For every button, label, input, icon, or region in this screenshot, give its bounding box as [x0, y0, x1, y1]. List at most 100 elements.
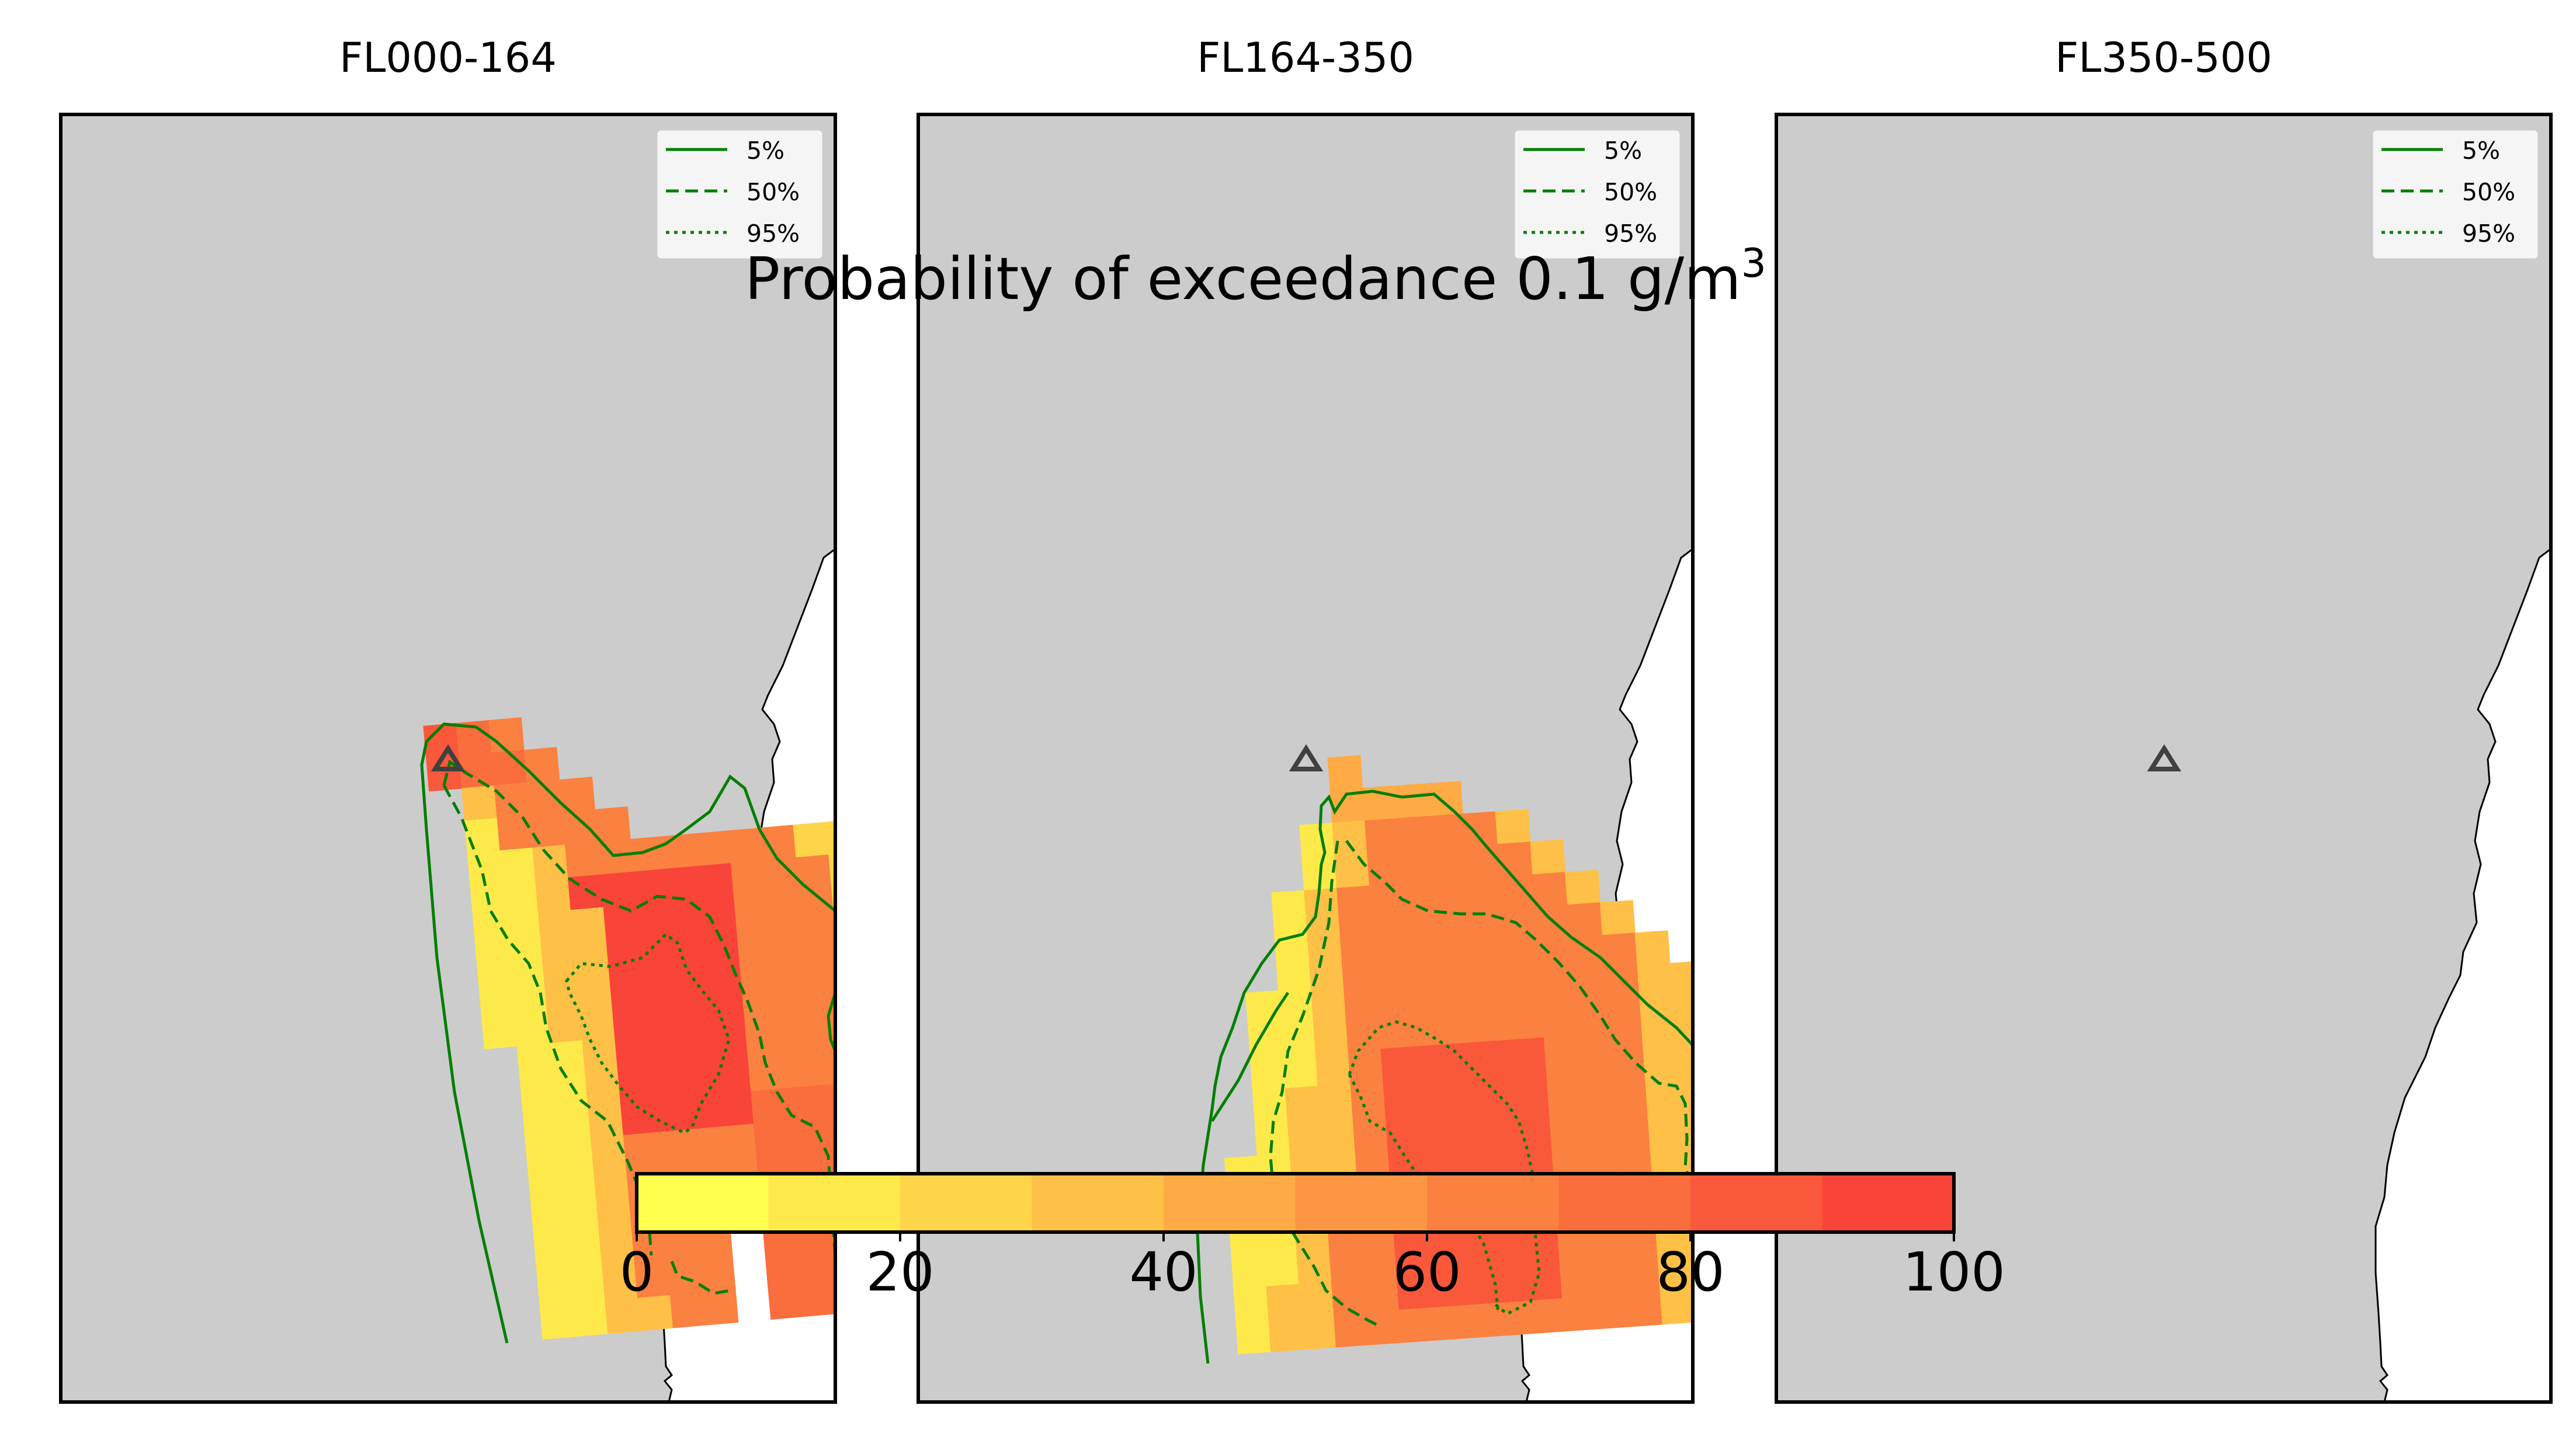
- heatmap-cell: [825, 821, 835, 855]
- heatmap-cell: [703, 928, 740, 965]
- map-panel-fl350-500: FL350-500 5% 50% 95%: [1775, 34, 2553, 1404]
- heatmap-cell: [519, 1075, 556, 1112]
- heatmap-cell: [1562, 1296, 1598, 1332]
- heatmap-cell: [1383, 1079, 1419, 1115]
- legend-3: 5% 50% 95%: [2371, 128, 2540, 260]
- heatmap-cell: [475, 948, 512, 985]
- heatmap-cell: [765, 1251, 801, 1288]
- heatmap-cell: [1578, 1065, 1615, 1101]
- heatmap-cell: [576, 972, 613, 1008]
- heatmap-cell: [536, 1271, 573, 1307]
- heatmap-cell: [1282, 1053, 1318, 1089]
- colorbar: 0 20 40 60 80 100: [620, 1172, 2005, 1303]
- heatmap-cell: [491, 750, 527, 786]
- heatmap-cell: [1464, 844, 1501, 880]
- heatmap-cell: [579, 1004, 616, 1041]
- colorbar-tick-label: 60: [1393, 1241, 1461, 1303]
- heatmap-cell: [1616, 1128, 1652, 1164]
- legend-label-50pct-2: 50%: [1604, 178, 1657, 206]
- legend-2: 5% 50% 95%: [1513, 128, 1682, 260]
- heatmap-cell: [549, 1040, 586, 1077]
- heatmap-cell: [1369, 883, 1405, 919]
- heatmap-cell: [562, 809, 598, 846]
- heatmap-cell: [609, 969, 645, 1006]
- heatmap-cell: [596, 1200, 633, 1237]
- heatmap-cell: [565, 841, 601, 878]
- heatmap-cell: [502, 880, 539, 916]
- panel-title-1: FL000-164: [339, 34, 557, 82]
- heatmap-cell: [505, 912, 541, 949]
- heatmap-cell: [1404, 913, 1440, 949]
- heatmap-cell: [1245, 990, 1282, 1026]
- legend-label-95pct-3: 95%: [2462, 220, 2515, 248]
- colorbar-bins: [637, 1174, 1954, 1232]
- heatmap-cell: [804, 952, 835, 989]
- heatmap-cell: [1299, 1281, 1335, 1317]
- heatmap-cell: [1644, 1060, 1680, 1097]
- heatmap-cell: [558, 1138, 594, 1174]
- heatmap-cell: [730, 860, 767, 896]
- heatmap-cell: [780, 1052, 817, 1089]
- heatmap-cell: [1271, 890, 1307, 926]
- heatmap-cell: [1301, 1314, 1336, 1350]
- map-frame-1: [59, 113, 837, 1404]
- heatmap-cell: [1376, 981, 1412, 1017]
- contour-50pct-2: [1269, 840, 1693, 1327]
- heatmap-cell: [1497, 1300, 1533, 1337]
- heatmap-cell: [1366, 850, 1402, 886]
- heatmap-cell: [1550, 1133, 1586, 1168]
- legend-label-5pct-3: 5%: [2462, 137, 2500, 165]
- legend-label-95pct-1: 95%: [747, 220, 800, 248]
- heatmap-cell: [1380, 1046, 1417, 1082]
- heatmap-cell: [1511, 1037, 1547, 1073]
- heatmap-cell: [582, 1037, 619, 1074]
- heatmap-cell: [617, 1067, 654, 1104]
- heatmap-cell: [1613, 1095, 1650, 1132]
- suptitle-superscript: 3: [1741, 241, 1766, 287]
- colorbar-bin: [768, 1174, 901, 1232]
- heatmap-cell: [590, 1135, 627, 1171]
- heatmap-cell: [1398, 1307, 1435, 1343]
- heatmap-cell: [572, 1300, 609, 1337]
- heatmap-cell: [1674, 1027, 1693, 1062]
- heatmap-cell: [655, 1129, 692, 1166]
- heatmap-cell: [698, 862, 734, 899]
- legend-label-50pct-3: 50%: [2462, 178, 2515, 206]
- heatmap-cell: [570, 907, 607, 943]
- heatmap-cell: [1495, 809, 1531, 845]
- heatmap-cell: [1313, 1018, 1349, 1054]
- heatmap-cell: [1429, 813, 1466, 850]
- panel-title-3: FL350-500: [2055, 34, 2272, 82]
- heatmap-cell: [1406, 946, 1442, 982]
- map-frame-2: [916, 113, 1695, 1404]
- heatmap-cell: [1624, 1258, 1661, 1295]
- heatmap-cell: [1660, 1289, 1693, 1325]
- heatmap-cell: [1397, 816, 1433, 851]
- heatmap-cell: [1532, 872, 1568, 908]
- heatmap-cell: [1415, 1077, 1452, 1112]
- legend-label-95pct-2: 95%: [1604, 220, 1657, 248]
- colorbar-tick-label: 20: [866, 1241, 934, 1303]
- heatmap-cell: [528, 1173, 565, 1210]
- heatmap-cell: [1434, 878, 1470, 914]
- heatmap-cell: [1494, 1268, 1530, 1304]
- heatmap-cell: [1432, 846, 1468, 882]
- heatmap-cell: [1599, 900, 1636, 936]
- heatmap-cell: [1327, 755, 1363, 791]
- heatmap-cell: [620, 1100, 657, 1136]
- heatmap-cell: [494, 782, 530, 819]
- heatmap-cell: [766, 889, 803, 926]
- heatmap-cell: [1249, 1055, 1286, 1091]
- heatmap-cell: [594, 806, 631, 843]
- heatmap-cell: [846, 1048, 881, 1083]
- heatmap-cell: [1571, 967, 1608, 1003]
- heatmap-cell: [1676, 1059, 1693, 1094]
- heatmap-cell: [1450, 1107, 1486, 1143]
- heatmap-cell: [1343, 983, 1379, 1020]
- heatmap-cell: [1231, 1253, 1267, 1289]
- heatmap-cell: [1443, 1009, 1480, 1045]
- heatmap-cell: [1268, 1316, 1304, 1352]
- heatmap-cell: [1233, 1286, 1269, 1322]
- heatmap-cell: [1641, 1028, 1678, 1064]
- heatmap-cell: [1485, 1137, 1521, 1173]
